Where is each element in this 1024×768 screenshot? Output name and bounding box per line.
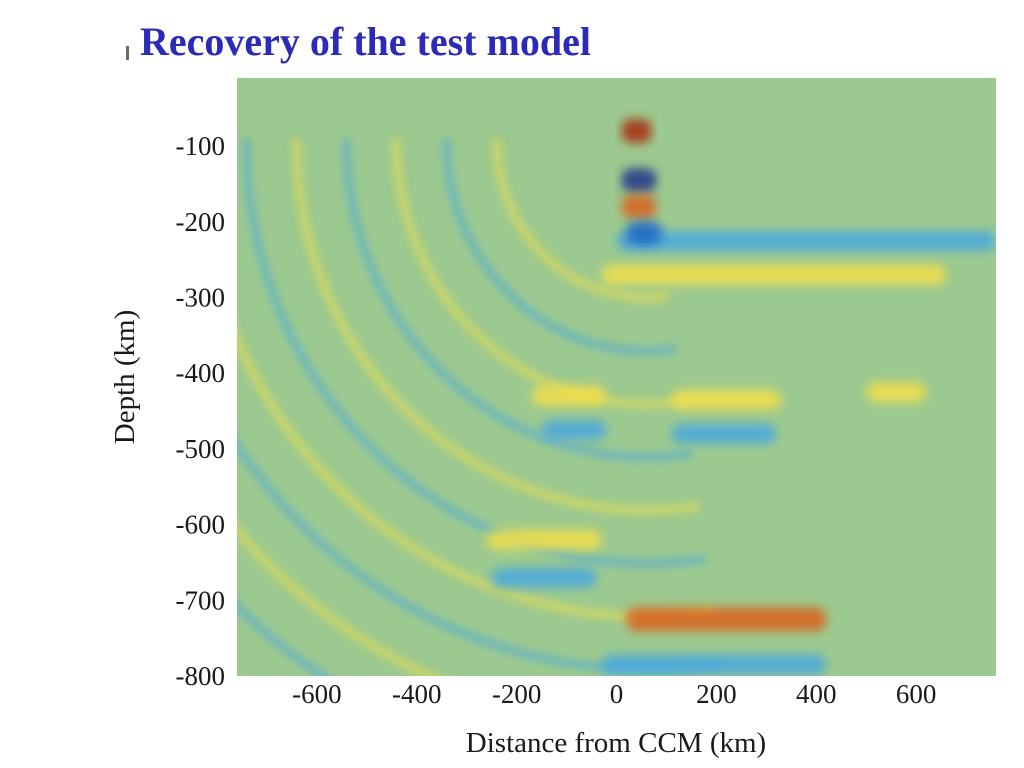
x-tick-label: 600 <box>896 679 937 709</box>
feature-band <box>671 423 777 444</box>
artifact-arc <box>241 138 708 568</box>
y-axis-ticks: -100 -200 -300 -400 -500 -600 -700 -800 <box>176 131 226 691</box>
slide-title: Recovery of the test model <box>140 19 591 64</box>
y-tick-label: -100 <box>176 131 226 161</box>
y-tick-label: -200 <box>176 207 226 237</box>
feature-band <box>621 194 657 219</box>
x-tick-label: 200 <box>696 679 737 709</box>
artifact-arc <box>441 138 678 356</box>
x-tick-label: 0 <box>610 679 624 709</box>
y-tick-label: -600 <box>176 510 226 540</box>
artifact-arc <box>291 138 700 515</box>
feature-band <box>491 567 597 588</box>
feature-band <box>486 529 602 550</box>
x-axis-ticks: -600 -400 -200 0 200 400 600 <box>292 679 936 709</box>
feature-band <box>541 419 607 440</box>
feature-band <box>626 607 827 632</box>
x-tick-label: -400 <box>392 679 442 709</box>
feature-band <box>601 264 947 285</box>
artifact-arc <box>391 138 685 409</box>
y-tick-label: -500 <box>176 434 226 464</box>
feature-band <box>866 382 927 403</box>
feature-band <box>626 221 662 246</box>
y-tick-label: -400 <box>176 358 226 388</box>
artifact-arc <box>237 437 723 674</box>
artifact-arc <box>237 599 331 676</box>
x-tick-label: -200 <box>492 679 542 709</box>
title-bullet-mark <box>126 46 129 60</box>
artifact-arc <box>237 328 715 621</box>
recovered-features <box>486 118 996 675</box>
y-tick-label: -800 <box>176 661 226 691</box>
x-tick-label: -600 <box>292 679 342 709</box>
feature-band <box>671 389 782 410</box>
x-axis-label: Distance from CCM (km) <box>466 727 766 759</box>
y-tick-label: -700 <box>176 585 226 615</box>
feature-band <box>621 168 657 193</box>
y-tick-label: -300 <box>176 283 226 313</box>
feature-band <box>616 230 996 251</box>
migration-arc-artifacts <box>237 138 723 676</box>
y-axis-label: Depth (km) <box>109 310 141 445</box>
feature-band <box>621 118 652 143</box>
feature-band <box>531 385 607 406</box>
feature-band <box>601 654 827 675</box>
artifact-arc <box>491 138 670 303</box>
x-tick-label: 400 <box>796 679 837 709</box>
artifact-arc <box>237 523 442 676</box>
artifact-arc <box>341 138 693 462</box>
